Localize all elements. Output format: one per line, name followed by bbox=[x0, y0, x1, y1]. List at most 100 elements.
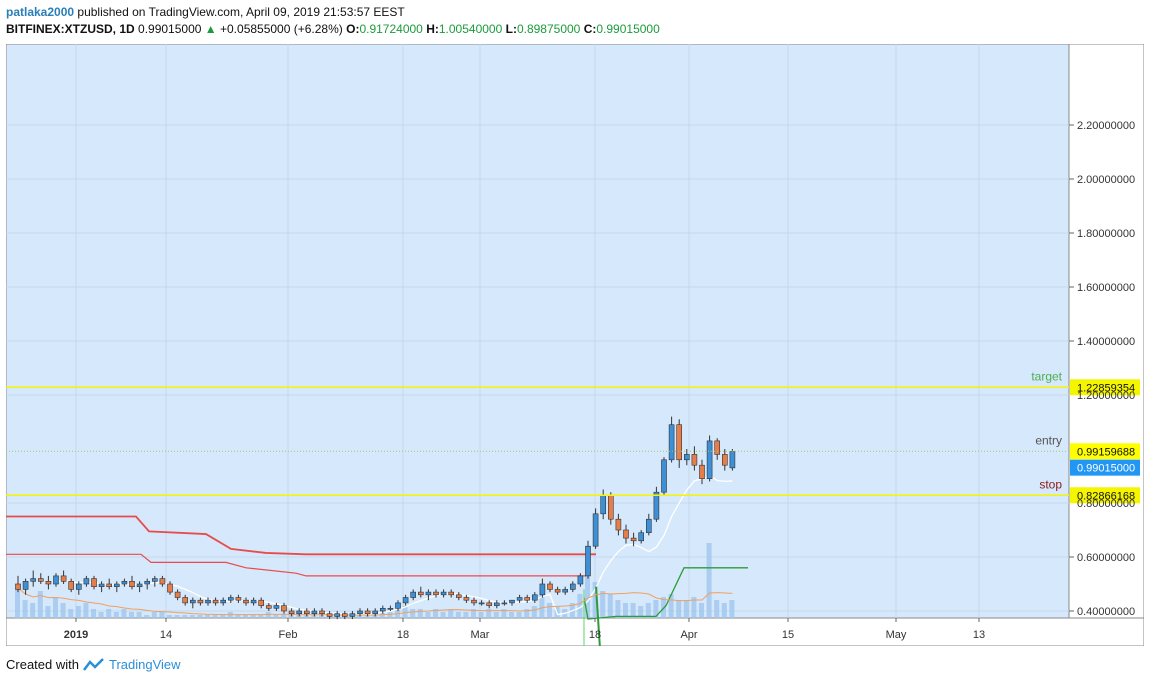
author-name[interactable]: patlaka2000 bbox=[6, 5, 75, 19]
volume-bar bbox=[509, 612, 514, 618]
candle-body bbox=[607, 494, 614, 520]
candle-body bbox=[273, 605, 280, 609]
candle-body bbox=[425, 591, 432, 596]
candle-body bbox=[121, 580, 128, 585]
time-tick-label: Mar bbox=[471, 629, 490, 641]
candle-body bbox=[30, 578, 37, 582]
candle-body bbox=[258, 599, 264, 606]
candle-body bbox=[539, 583, 546, 596]
price-scale[interactable] bbox=[1068, 43, 1145, 619]
candle-body bbox=[212, 599, 219, 604]
candle-body bbox=[243, 599, 249, 604]
candle-body bbox=[83, 578, 90, 585]
candle-body bbox=[174, 591, 181, 598]
price-tick-label-partial: 0.80000000 bbox=[1077, 498, 1135, 510]
candle-body bbox=[250, 599, 257, 604]
time-scale[interactable] bbox=[5, 617, 1145, 647]
close-value: 0.99015000 bbox=[596, 22, 660, 36]
candle-body bbox=[220, 599, 226, 604]
volume-bar bbox=[53, 597, 58, 618]
volume-bar bbox=[136, 612, 142, 618]
volume-bar bbox=[265, 612, 271, 618]
candle-body bbox=[668, 424, 675, 461]
high-label: H: bbox=[426, 22, 439, 36]
tradingview-brand[interactable]: TradingView bbox=[108, 657, 181, 672]
volume-bar bbox=[319, 615, 324, 618]
volume-bar bbox=[387, 612, 393, 618]
volume-bar bbox=[98, 612, 104, 618]
volume-bar bbox=[539, 588, 545, 618]
volume-bar bbox=[623, 603, 628, 618]
candle-body bbox=[585, 545, 591, 577]
candle-body bbox=[60, 575, 67, 582]
candle-body bbox=[448, 591, 455, 596]
candle-body bbox=[577, 575, 584, 585]
volume-bar bbox=[410, 609, 416, 618]
candle-body bbox=[334, 613, 341, 617]
volume-bar bbox=[455, 612, 461, 618]
chart-area[interactable]: target 1.22859354 entry 0.99159688 stop 0.828… bbox=[5, 43, 1145, 672]
price-tick-label: 1.40000000 bbox=[1077, 336, 1135, 348]
time-tick-label: 14 bbox=[160, 629, 172, 641]
candle-body bbox=[562, 589, 569, 593]
volume-bar bbox=[303, 615, 309, 618]
volume-bar bbox=[129, 612, 134, 618]
volume-bar bbox=[486, 609, 492, 618]
volume-bar bbox=[402, 606, 408, 618]
candle-body bbox=[45, 580, 52, 585]
candle-body bbox=[91, 578, 97, 587]
volume-bar bbox=[516, 612, 522, 618]
candle-body bbox=[721, 454, 728, 466]
candle-body bbox=[197, 599, 204, 604]
candle-body bbox=[357, 610, 363, 615]
entry-price-tag bbox=[1070, 443, 1140, 460]
symbol-label: BITFINEX:XTZUSD, 1D bbox=[6, 22, 135, 36]
candle-body bbox=[554, 589, 561, 593]
candle-body bbox=[167, 583, 173, 593]
volume-bar bbox=[68, 609, 74, 618]
candle-body bbox=[296, 610, 303, 615]
plot-background[interactable] bbox=[5, 43, 1070, 619]
volume-bar bbox=[478, 612, 484, 618]
volume-bar bbox=[364, 615, 370, 618]
volume-bar bbox=[45, 606, 51, 618]
footer: Created with TradingView bbox=[6, 657, 181, 672]
volume-bar bbox=[273, 615, 279, 618]
candle-body bbox=[22, 580, 29, 590]
candle-body bbox=[638, 532, 645, 542]
published-text: published on TradingView.com, April 09, … bbox=[77, 5, 405, 19]
volume-bar bbox=[683, 600, 689, 618]
time-axis-labels: 2019 14 Feb 18 Mar 18 Apr 15 May 13 bbox=[64, 618, 985, 641]
volume-bar bbox=[615, 600, 621, 618]
candle-body bbox=[205, 599, 211, 604]
volume-bar bbox=[547, 603, 552, 618]
candle-body bbox=[114, 583, 120, 588]
candle-body bbox=[372, 610, 379, 615]
candle-body bbox=[531, 594, 538, 601]
candle-body bbox=[683, 454, 690, 461]
ohlc-line: BITFINEX:XTZUSD, 1D 0.99015000 ▲ +0.0585… bbox=[6, 22, 660, 36]
volume-bar bbox=[151, 612, 157, 618]
candle-body bbox=[136, 583, 143, 588]
volume-bar bbox=[721, 603, 727, 618]
volume-bar bbox=[288, 615, 294, 618]
volume-bar bbox=[106, 609, 112, 618]
candle-body bbox=[706, 440, 713, 479]
volume-bar bbox=[311, 615, 317, 618]
volume-bar bbox=[471, 609, 476, 618]
candle-body bbox=[433, 591, 439, 596]
price-tick-label: 0.60000000 bbox=[1077, 552, 1135, 564]
candle-body bbox=[623, 529, 629, 539]
candle-body bbox=[630, 537, 637, 542]
time-tick-label: 18 bbox=[589, 629, 601, 641]
resistance-line-upper bbox=[6, 515, 596, 556]
candle-body bbox=[509, 599, 515, 604]
candle-body bbox=[326, 613, 333, 617]
time-tick-label: Apr bbox=[680, 629, 697, 641]
volume-bar bbox=[653, 600, 659, 618]
candle-body bbox=[319, 610, 325, 615]
candle-body bbox=[463, 597, 470, 601]
price-chart[interactable]: target 1.22859354 entry 0.99159688 stop 0.828… bbox=[5, 43, 1145, 672]
volume-bar bbox=[220, 615, 226, 618]
volume-bar bbox=[121, 609, 127, 618]
